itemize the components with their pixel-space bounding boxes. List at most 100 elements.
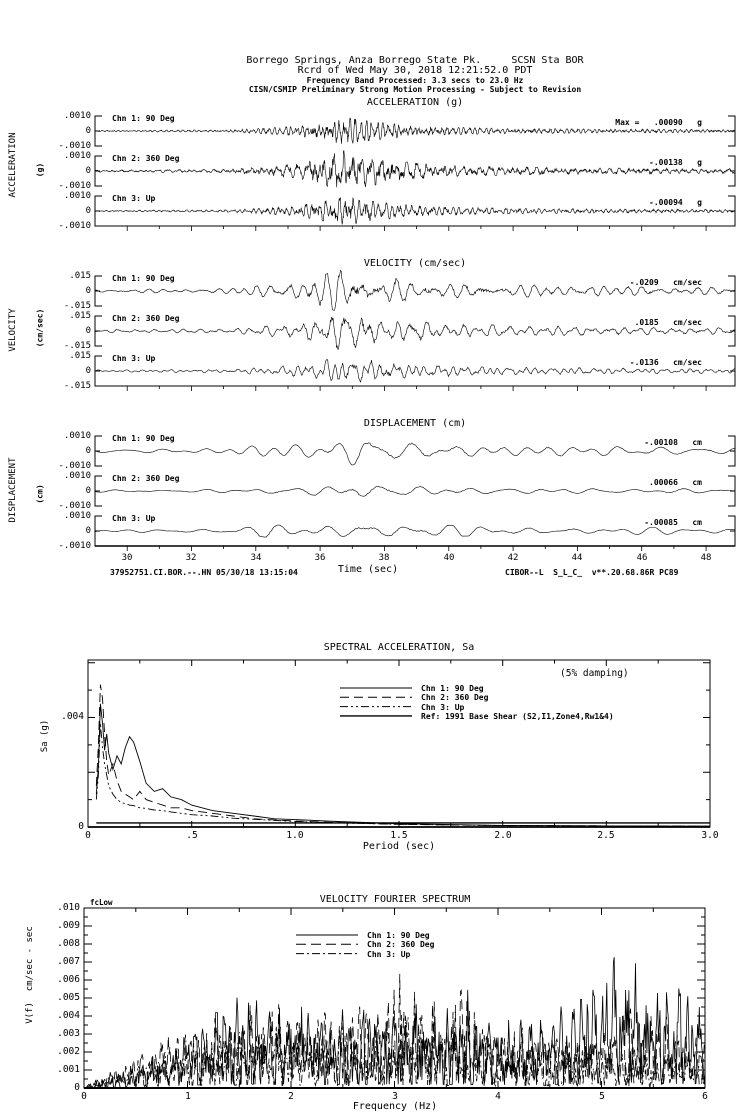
peak-value-label: .00066 cm [649, 478, 702, 487]
fourier-series-3 [83, 1016, 706, 1089]
vf-tick-label: .004 [57, 1010, 80, 1021]
y-tick-label: .0010 [63, 151, 91, 161]
y-tick-label: 0 [85, 206, 91, 216]
vf-axis-label: V(f) cm/sec - sec [24, 926, 35, 1024]
spectral-title: SPECTRAL ACCELERATION, Sa [323, 642, 475, 653]
waveform-displacement-ch3 [94, 524, 736, 538]
time-tick-label: 30 [121, 553, 133, 563]
fourier-title: VELOCITY FOURIER SPECTRUM [319, 894, 471, 905]
waveform-velocity-ch1 [94, 269, 736, 311]
y-tick-label: -.015 [63, 301, 91, 311]
channel-label: Chn 3: Up [112, 514, 156, 523]
time-tick-label: 32 [185, 553, 197, 563]
displacement-group-title: DISPLACEMENT (cm) [363, 418, 467, 429]
time-axis-title: Time (sec) [337, 564, 399, 575]
frequency-tick-label: 2 [288, 1091, 294, 1102]
spectral-ticks [88, 660, 710, 827]
legend-label: Chn 2: 360 Deg [367, 940, 435, 950]
header-frequency-band: Frequency Band Processed: 3.3 secs to 23… [306, 76, 524, 85]
period-tick-label: .5 [186, 830, 198, 841]
channel-label: Chn 3: Up [112, 354, 156, 363]
y-tick-label: 0 [85, 126, 91, 136]
peak-value-label: .0185 cm/sec [634, 318, 702, 327]
y-tick-label: .0010 [63, 511, 91, 521]
y-tick-label: -.0010 [58, 501, 91, 511]
channel-label: Chn 2: 360 Deg [112, 154, 180, 163]
legend-label: Chn 2: 360 Deg [421, 693, 489, 703]
vf-tick-label: .003 [57, 1028, 80, 1039]
peak-value-label: -.00138 g [649, 158, 702, 167]
peak-value-label: Max = .00090 g [615, 118, 702, 127]
frequency-tick-label: 3 [392, 1091, 398, 1102]
frequency-tick-label: 1 [185, 1091, 191, 1102]
time-tick-label: 40 [443, 553, 455, 563]
y-tick-label: -.0010 [58, 461, 91, 471]
time-tick-label: 38 [378, 553, 390, 563]
y-tick-label: .015 [69, 351, 91, 361]
y-tick-label: 0 [85, 526, 91, 536]
channel-label: Chn 1: 90 Deg [112, 114, 175, 123]
trace-right-axis [728, 515, 736, 547]
legend-label: Ref: 1991 Base Shear (S2,I1,Zone4,Rw1&4) [421, 711, 614, 721]
channel-label: Chn 1: 90 Deg [112, 434, 175, 443]
period-tick-label: 2.5 [597, 830, 615, 841]
frequency-tick-label: 5 [599, 1091, 605, 1102]
period-tick-label: 1.5 [390, 830, 408, 841]
fourier-series-2 [84, 973, 706, 1089]
footer-record-id: 37952751.CI.BOR.--.HN 05/30/18 13:15:04 [110, 568, 298, 577]
y-tick-label: 0 [85, 446, 91, 456]
legend-label: Chn 1: 90 Deg [421, 684, 484, 693]
y-tick-label: -.015 [63, 381, 91, 391]
peak-value-label: -.0209 cm/sec [629, 278, 702, 287]
channel-label: Chn 3: Up [112, 194, 156, 203]
sa-axis-label: Sa (g) [39, 719, 50, 753]
period-tick-label: 1.0 [286, 830, 304, 841]
vf-tick-label: 0 [74, 1082, 80, 1093]
header-station-line: Borrego Springs, Anza Borrego State Pk. … [246, 55, 584, 66]
trace-right-axis [728, 355, 736, 387]
vf-tick-label: .002 [57, 1046, 80, 1057]
y-tick-label: 0 [85, 366, 91, 376]
trace-left-axis [94, 475, 102, 507]
peak-value-label: -.0136 cm/sec [629, 358, 702, 367]
trace-right-axis [728, 435, 736, 467]
period-tick-label: 0 [85, 830, 91, 841]
peak-value-label: -.00108 cm [644, 438, 702, 447]
frequency-tick-label: 4 [495, 1091, 501, 1102]
channel-label: Chn 2: 360 Deg [112, 314, 180, 323]
vf-tick-label: .009 [57, 920, 80, 931]
time-tick-label: 34 [250, 553, 262, 563]
time-tick-label: 36 [314, 553, 326, 563]
y-tick-label: .015 [69, 271, 91, 281]
waveform-acceleration-ch1 [94, 117, 736, 144]
vf-tick-label: .005 [57, 992, 80, 1003]
waveform-displacement-ch2 [94, 486, 736, 497]
frequency-tick-label: 6 [702, 1091, 708, 1102]
sa-tick-label: 0 [78, 821, 84, 832]
peak-value-label: -.00094 g [649, 198, 702, 207]
header-record-time: Rcrd of Wed May 30, 2018 12:21:52.0 PDT [297, 65, 533, 76]
y-tick-label: 0 [85, 286, 91, 296]
legend-label: Chn 3: Up [421, 702, 465, 712]
velocity-group-title: VELOCITY (cm/sec) [363, 258, 467, 269]
waveform-acceleration-ch3 [94, 197, 736, 225]
waveform-displacement-ch1 [94, 442, 735, 466]
sa-tick-label: .004 [61, 711, 84, 722]
time-ticks [126, 226, 707, 231]
y-tick-label: .0010 [63, 191, 91, 201]
time-ticks [126, 386, 707, 391]
spectral-frame [87, 659, 711, 828]
y-tick-label: .0010 [63, 111, 91, 121]
vf-tick-label: .001 [57, 1064, 80, 1075]
footer-processing-id: CIBOR--L S_L_C_ v**.20.68.86R PC89 [505, 568, 679, 577]
period-tick-label: 2.0 [494, 830, 512, 841]
y-tick-label: .015 [69, 311, 91, 321]
y-tick-label: 0 [85, 486, 91, 496]
spectral-series-1 [95, 703, 711, 827]
fclow-marker: fcLow [90, 898, 113, 907]
spectral-series-3 [95, 722, 711, 827]
period-tick-label: 3.0 [701, 830, 719, 841]
channel-label: Chn 2: 360 Deg [112, 474, 180, 483]
y-tick-label: 0 [85, 326, 91, 336]
